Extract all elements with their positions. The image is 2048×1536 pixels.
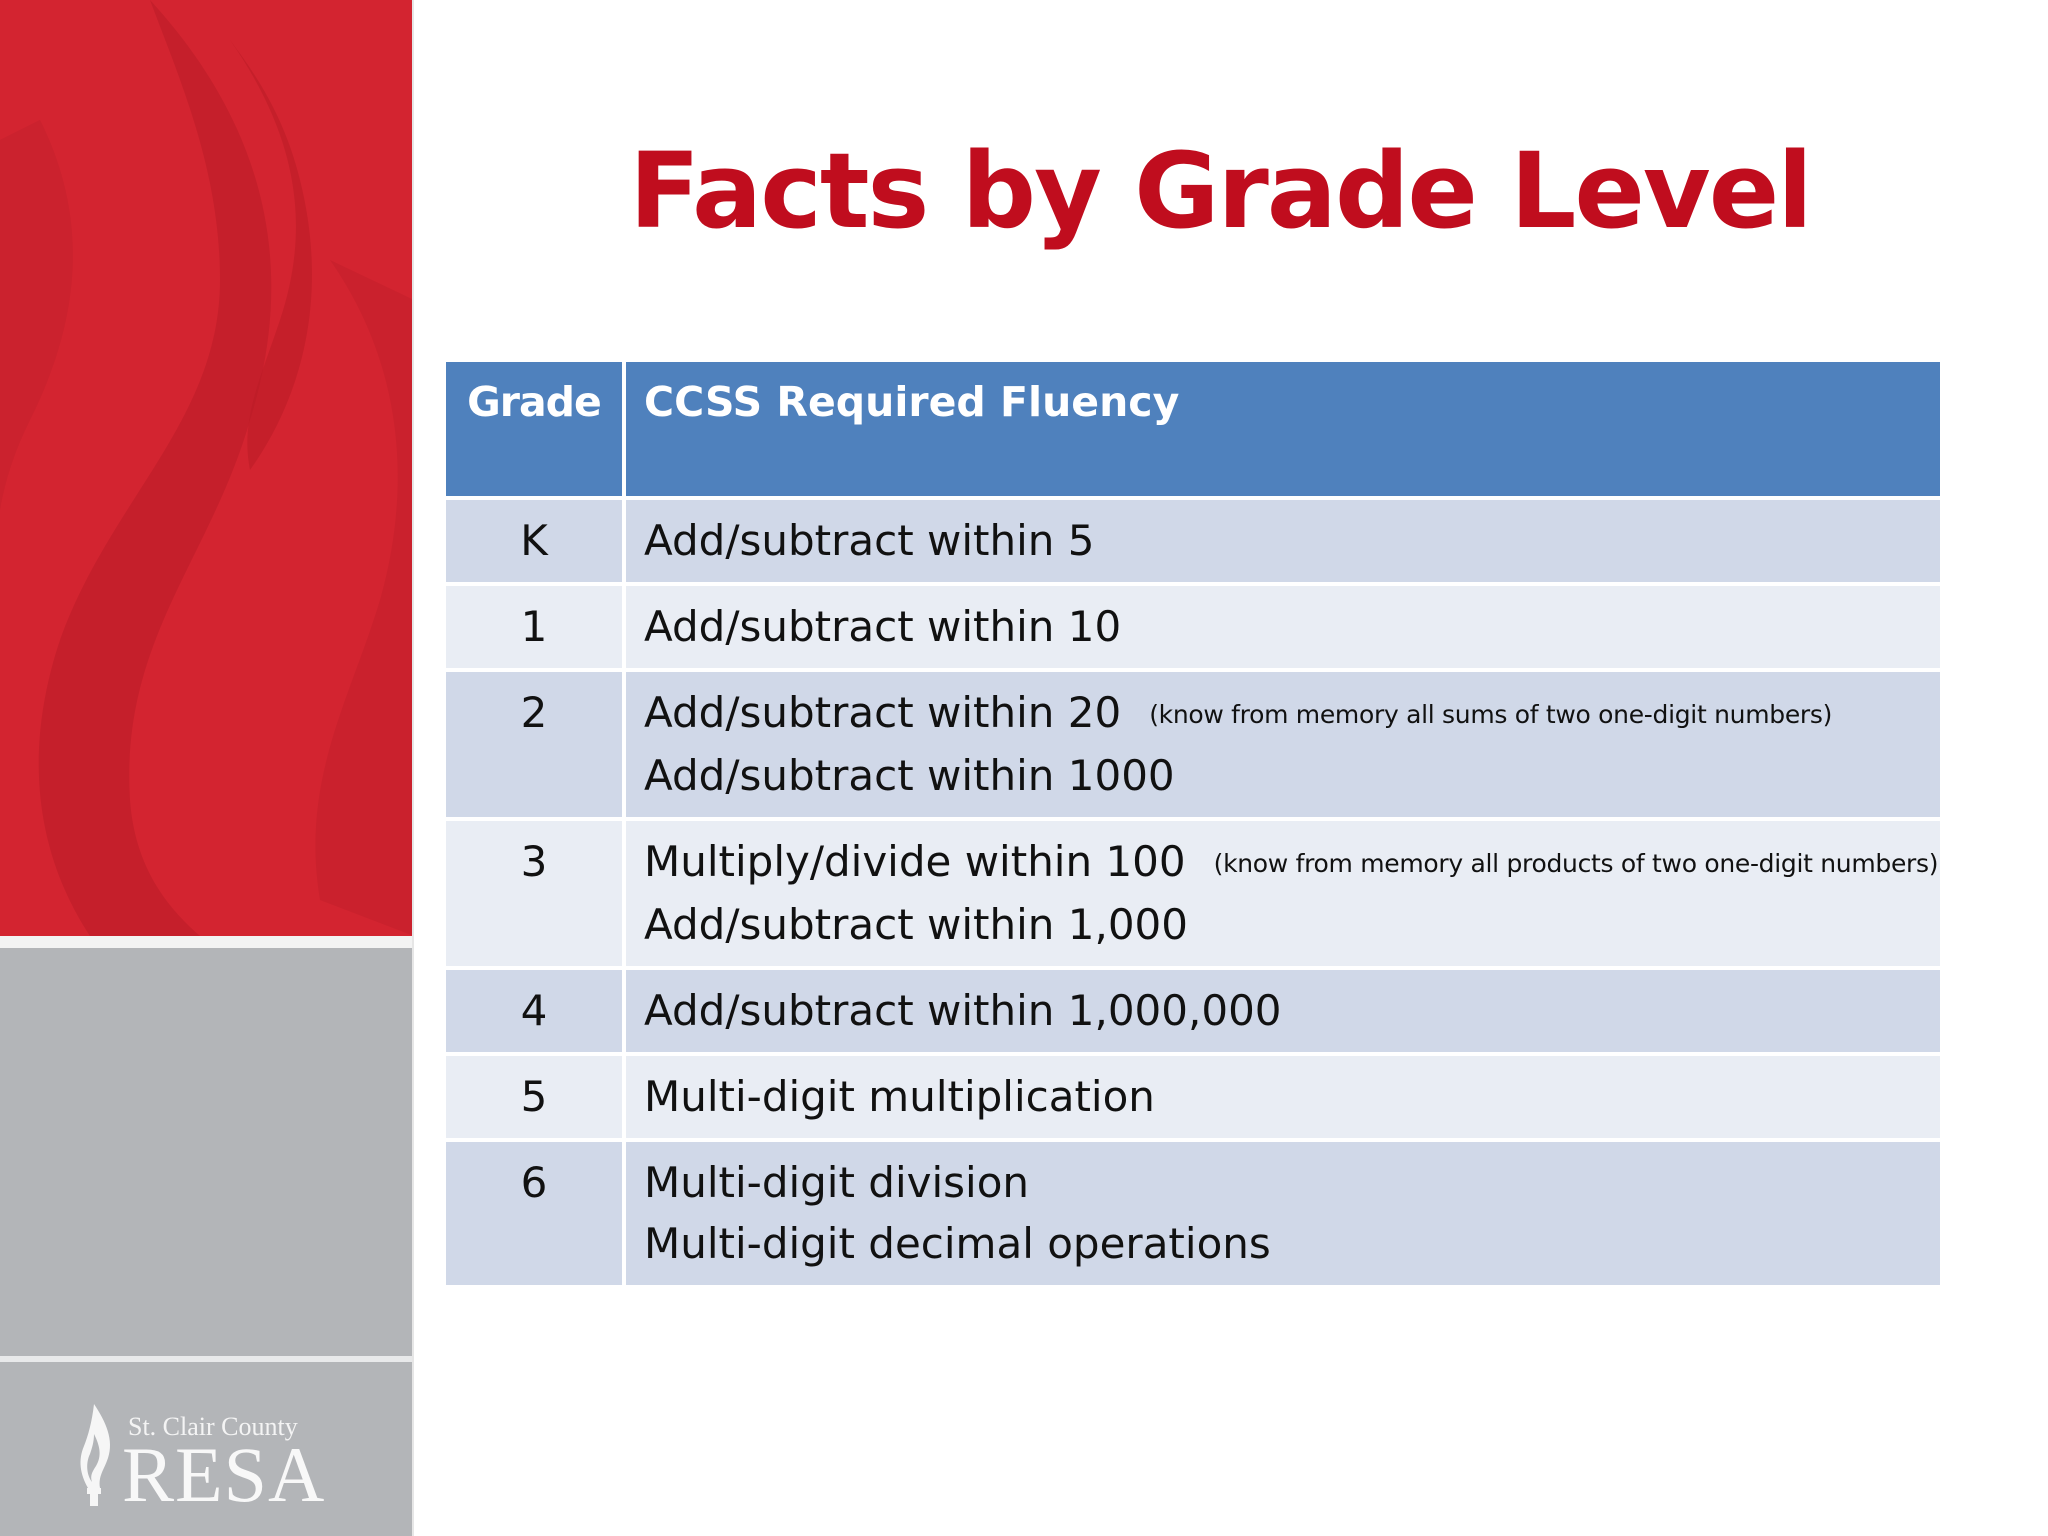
fluency-text: Add/subtract within 1,000,000 xyxy=(644,986,1282,1035)
table-header-row: Grade CCSS Required Fluency xyxy=(442,358,1944,500)
table-body: K Add/subtract within 5 1 Add/subtract with… xyxy=(442,496,1944,1289)
fluency-text: Add/subtract within 1,000 xyxy=(644,900,1188,949)
table-row: 3 Multiply/divide within 100 (know from me… xyxy=(442,817,1944,970)
fluency-text: Add/subtract within 20 xyxy=(644,688,1122,737)
fluency-text: Add/subtract within 5 xyxy=(644,516,1095,565)
fluency-cell: Add/subtract within 1,000,000 xyxy=(622,966,1944,1056)
fluency-line: Add/subtract within 1,000 xyxy=(644,894,1940,955)
fluency-line: Add/subtract within 1,000,000 xyxy=(644,980,1940,1041)
fluency-text: Add/subtract within 1000 xyxy=(644,751,1175,800)
logo-name-text: RESA xyxy=(122,1431,326,1518)
fluency-note: (know from memory all sums of two one-di… xyxy=(1149,700,1833,729)
fluency-cell: Add/subtract within 10 xyxy=(622,582,1944,672)
fluency-line: Multi-digit multiplication xyxy=(644,1066,1940,1127)
gray-divider xyxy=(0,1356,414,1362)
fluency-text: Add/subtract within 10 xyxy=(644,602,1122,651)
panel-divider xyxy=(0,936,414,948)
grade-cell: 2 xyxy=(442,668,626,821)
table-row: 2 Add/subtract within 20 (know from memory… xyxy=(442,668,1944,821)
fluency-text: Multiply/divide within 100 xyxy=(644,837,1186,886)
grade-cell: 3 xyxy=(442,817,626,970)
resa-logo: St. Clair County RESA xyxy=(72,1400,352,1514)
grade-cell: K xyxy=(442,496,626,586)
flame-icon xyxy=(80,1404,111,1506)
fluency-cell: Add/subtract within 5 xyxy=(622,496,1944,586)
logo-county-text: St. Clair County xyxy=(128,1412,298,1441)
fluency-text: Multi-digit multiplication xyxy=(644,1072,1155,1121)
slide-title: Facts by Grade Level xyxy=(629,130,1813,252)
gray-block-upper xyxy=(0,948,414,1356)
red-flame-block xyxy=(0,0,414,936)
panel-edge xyxy=(412,0,414,1536)
decorative-side-panel: St. Clair County RESA xyxy=(0,0,414,1536)
fluency-line: Multi-digit decimal operations xyxy=(644,1213,1940,1274)
grade-cell: 5 xyxy=(442,1052,626,1142)
fluency-cell: Multi-digit division Multi-digit decimal … xyxy=(622,1138,1944,1289)
fluency-cell: Multi-digit multiplication xyxy=(622,1052,1944,1142)
fluency-line: Multiply/divide within 100 (know from mem… xyxy=(644,831,1940,894)
grade-cell: 4 xyxy=(442,966,626,1056)
fluency-text: Multi-digit division xyxy=(644,1158,1030,1207)
grade-cell: 6 xyxy=(442,1138,626,1289)
fluency-text: Multi-digit decimal operations xyxy=(644,1219,1271,1268)
fluency-table: Grade CCSS Required Fluency K Add/subtrac… xyxy=(442,358,1944,1289)
fluency-line: Add/subtract within 20 (know from memory … xyxy=(644,682,1940,745)
grade-cell: 1 xyxy=(442,582,626,672)
fluency-line: Multi-digit division xyxy=(644,1152,1940,1213)
fluency-line: Add/subtract within 5 xyxy=(644,510,1940,571)
header-grade: Grade xyxy=(442,358,626,500)
fluency-note: (know from memory all products of two on… xyxy=(1213,849,1939,878)
fluency-cell: Add/subtract within 20 (know from memory … xyxy=(622,668,1944,821)
table-row: 6 Multi-digit division Multi-digit decimal… xyxy=(442,1138,1944,1289)
flame-watermark-graphic xyxy=(0,0,414,936)
table-row: K Add/subtract within 5 xyxy=(442,496,1944,586)
table-row: 5 Multi-digit multiplication xyxy=(442,1052,1944,1142)
table-row: 1 Add/subtract within 10 xyxy=(442,582,1944,672)
gray-block-lower xyxy=(0,1362,414,1536)
fluency-line: Add/subtract within 1000 xyxy=(644,745,1940,806)
header-fluency: CCSS Required Fluency xyxy=(622,358,1944,500)
fluency-line: Add/subtract within 10 xyxy=(644,596,1940,657)
table-row: 4 Add/subtract within 1,000,000 xyxy=(442,966,1944,1056)
fluency-cell: Multiply/divide within 100 (know from mem… xyxy=(622,817,1944,970)
